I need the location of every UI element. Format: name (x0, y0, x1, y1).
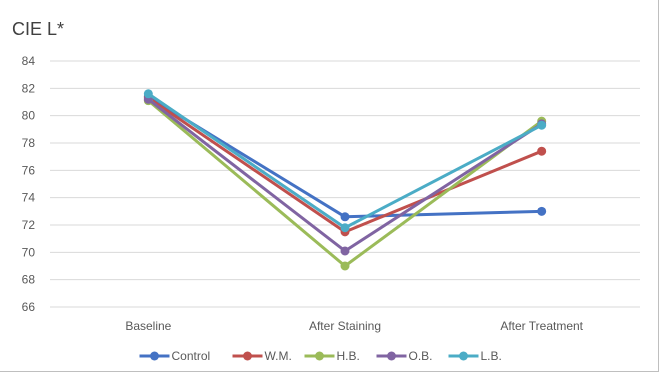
legend-label: O.B. (409, 349, 433, 363)
legend-item: W.M. (232, 349, 292, 363)
legend-marker (150, 351, 159, 361)
legend-label: L.B. (481, 349, 502, 363)
y-tick-label: 72 (22, 218, 36, 232)
data-point (537, 120, 547, 130)
y-tick-label: 76 (22, 163, 36, 177)
data-point (143, 89, 153, 99)
y-tick-label: 68 (22, 273, 36, 287)
legend-item: Control (139, 349, 211, 363)
y-tick-label: 84 (22, 54, 36, 68)
y-tick-label: 78 (22, 136, 36, 150)
y-tick-label: 66 (22, 300, 36, 314)
y-axis-tick-labels: 66 68 70 72 74 76 78 80 82 84 (22, 54, 36, 314)
x-axis-tick-labels: Baseline After Staining After Treatment (125, 319, 583, 333)
series-l-b- (143, 89, 547, 233)
y-tick-label: 80 (22, 109, 36, 123)
legend-marker (315, 351, 324, 361)
legend-label: H.B. (337, 349, 360, 363)
x-tick-label: After Treatment (500, 319, 583, 333)
data-point (340, 246, 350, 256)
y-tick-label: 82 (22, 81, 36, 95)
series-h-b- (143, 96, 547, 271)
y-tick-label: 70 (22, 245, 36, 259)
y-tick-label: 74 (22, 191, 36, 205)
x-tick-label: Baseline (125, 319, 171, 333)
legend-marker (459, 351, 468, 361)
data-point (340, 212, 350, 222)
x-tick-label: After Staining (309, 319, 381, 333)
series-lines (143, 89, 547, 271)
series-control (143, 92, 547, 222)
legend-marker (387, 351, 396, 361)
series-line (147, 99, 543, 268)
legend-item: H.B. (304, 349, 360, 363)
data-point (537, 206, 547, 216)
data-point (340, 261, 350, 271)
legend: Control W.M. H.B. O.B. L.B. (139, 349, 502, 363)
legend-item: L.B. (448, 349, 502, 363)
gridlines (50, 60, 640, 308)
chart-title: CIE L* (12, 19, 64, 39)
legend-label: W.M. (265, 349, 292, 363)
data-point (340, 223, 350, 233)
legend-label: Control (172, 349, 211, 363)
legend-item: O.B. (376, 349, 433, 363)
legend-marker (243, 351, 252, 361)
data-point (537, 146, 547, 156)
